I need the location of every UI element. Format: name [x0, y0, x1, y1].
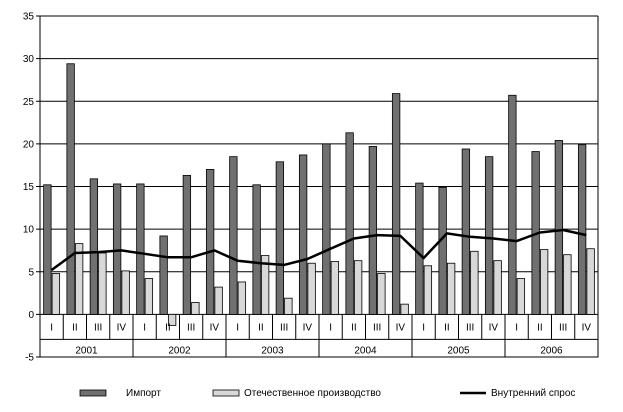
bar-import: [252, 184, 261, 315]
bar-domestic: [586, 248, 595, 315]
x-quarter-label: IV: [117, 322, 127, 333]
x-year-label: 2005: [447, 345, 470, 356]
x-quarter-label: III: [466, 322, 474, 333]
bar-import: [112, 183, 122, 315]
x-year-label: 2006: [540, 345, 563, 356]
x-quarter-label: II: [444, 322, 450, 333]
bar-import: [298, 154, 308, 315]
bar-import: [229, 156, 238, 315]
bar-domestic: [144, 278, 154, 315]
y-tick-label: 35: [23, 12, 35, 23]
x-quarter-label: III: [373, 322, 381, 333]
legend-label-domestic: Отечественное производство: [244, 388, 381, 399]
bar-domestic: [353, 260, 363, 315]
bar-domestic: [260, 255, 270, 315]
x-quarter-label: II: [537, 322, 543, 333]
x-quarter-label: IV: [489, 322, 499, 333]
bar-domestic: [51, 273, 61, 315]
bar-import: [577, 144, 587, 315]
x-quarter-label: III: [559, 322, 567, 333]
demand-line: [50, 228, 587, 272]
x-quarter-label: I: [422, 322, 425, 333]
x-quarter-label: IV: [396, 322, 406, 333]
y-tick-label: -5: [25, 353, 34, 364]
bar-import: [182, 175, 192, 315]
x-quarter-label: I: [236, 322, 239, 333]
legend-label-import: Импорт: [126, 388, 161, 399]
bar-import: [89, 178, 99, 315]
line-demand: [50, 228, 587, 272]
legend-swatch-import: [79, 389, 107, 397]
y-tick-label: 10: [23, 225, 35, 236]
bar-domestic: [74, 243, 84, 315]
bar-domestic: [98, 252, 107, 315]
bar-domestic: [423, 265, 433, 315]
y-tick-label: 5: [28, 267, 34, 278]
bar-import: [391, 93, 401, 315]
x-quarter-label: I: [329, 322, 332, 333]
legend: Импорт Отечественное производство Внутренн…: [79, 388, 575, 399]
x-quarter-label: II: [351, 322, 357, 333]
x-quarter-label: IV: [303, 322, 313, 333]
x-year-label: 2004: [354, 345, 377, 356]
bar-import: [484, 156, 494, 315]
legend-swatch-domestic: [212, 389, 240, 397]
bar-import: [136, 183, 145, 315]
x-quarter-label: I: [515, 322, 518, 333]
x-quarter-label: III: [94, 322, 102, 333]
x-quarter-label: III: [280, 322, 288, 333]
bar-import: [438, 186, 447, 315]
x-quarter-label: IV: [210, 322, 220, 333]
bar-import: [368, 146, 378, 315]
y-tick-label: 20: [23, 139, 35, 150]
bar-domestic: [400, 303, 409, 315]
bar-domestic: [446, 262, 456, 315]
bar-domestic: [330, 261, 340, 315]
bar-domestic: [214, 286, 223, 315]
bars: [43, 63, 595, 326]
bar-import: [415, 182, 424, 315]
bar-import: [205, 169, 215, 315]
x-year-label: 2002: [168, 345, 191, 356]
x-quarter-label: IV: [582, 322, 592, 333]
bar-domestic: [377, 273, 386, 315]
bar-import: [159, 235, 168, 315]
bar-import: [554, 140, 564, 315]
bar-import: [275, 161, 285, 315]
bar-import: [345, 132, 354, 315]
y-tick-label: 0: [28, 310, 34, 321]
bar-domestic: [284, 297, 293, 315]
bar-domestic: [516, 278, 526, 315]
bar-import: [43, 184, 52, 315]
bar-domestic: [237, 281, 247, 315]
bar-domestic: [167, 313, 177, 326]
y-tick-label: 25: [23, 97, 35, 108]
x-quarter-label: I: [50, 322, 53, 333]
bar-domestic: [191, 302, 200, 315]
x-quarter-label: III: [187, 322, 195, 333]
bar-domestic: [307, 262, 316, 315]
bar-import: [508, 94, 517, 315]
bar-import: [322, 143, 331, 315]
bar-domestic: [539, 249, 549, 315]
bar-domestic: [470, 250, 479, 315]
bar-domestic: [563, 254, 572, 315]
y-tick-label: 30: [23, 54, 35, 65]
x-quarter-label: I: [143, 322, 146, 333]
bar-domestic: [121, 270, 130, 315]
bar-import: [461, 148, 471, 315]
x-year-label: 2001: [75, 345, 98, 356]
legend-label-demand: Внутренний спрос: [491, 388, 575, 399]
y-tick-label: 15: [23, 182, 35, 193]
x-quarter-label: II: [72, 322, 78, 333]
x-year-label: 2003: [261, 345, 284, 356]
x-quarter-label: II: [258, 322, 264, 333]
x-quarter-label: II: [165, 322, 171, 333]
bar-import: [66, 63, 75, 315]
bar-domestic: [493, 260, 502, 315]
